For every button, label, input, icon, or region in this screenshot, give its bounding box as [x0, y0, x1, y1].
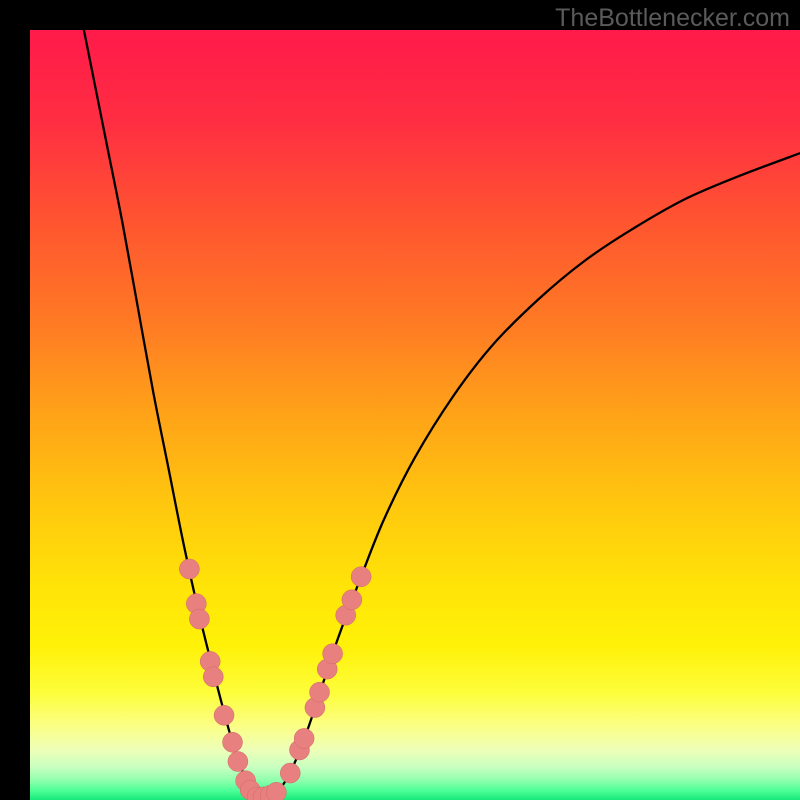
plot-background: [30, 30, 800, 800]
data-marker: [323, 644, 343, 664]
data-marker: [214, 705, 234, 725]
chart-root: TheBottlenecker.com: [0, 0, 800, 800]
data-marker: [342, 590, 362, 610]
data-marker: [351, 567, 371, 587]
bottleneck-chart: [0, 0, 800, 800]
data-marker: [294, 728, 314, 748]
data-marker: [223, 732, 243, 752]
data-marker: [228, 752, 248, 772]
data-marker: [266, 782, 286, 800]
data-marker: [310, 682, 330, 702]
data-marker: [189, 609, 209, 629]
data-marker: [280, 763, 300, 783]
watermark-text: TheBottlenecker.com: [555, 4, 790, 33]
data-marker: [179, 559, 199, 579]
data-marker: [203, 667, 223, 687]
